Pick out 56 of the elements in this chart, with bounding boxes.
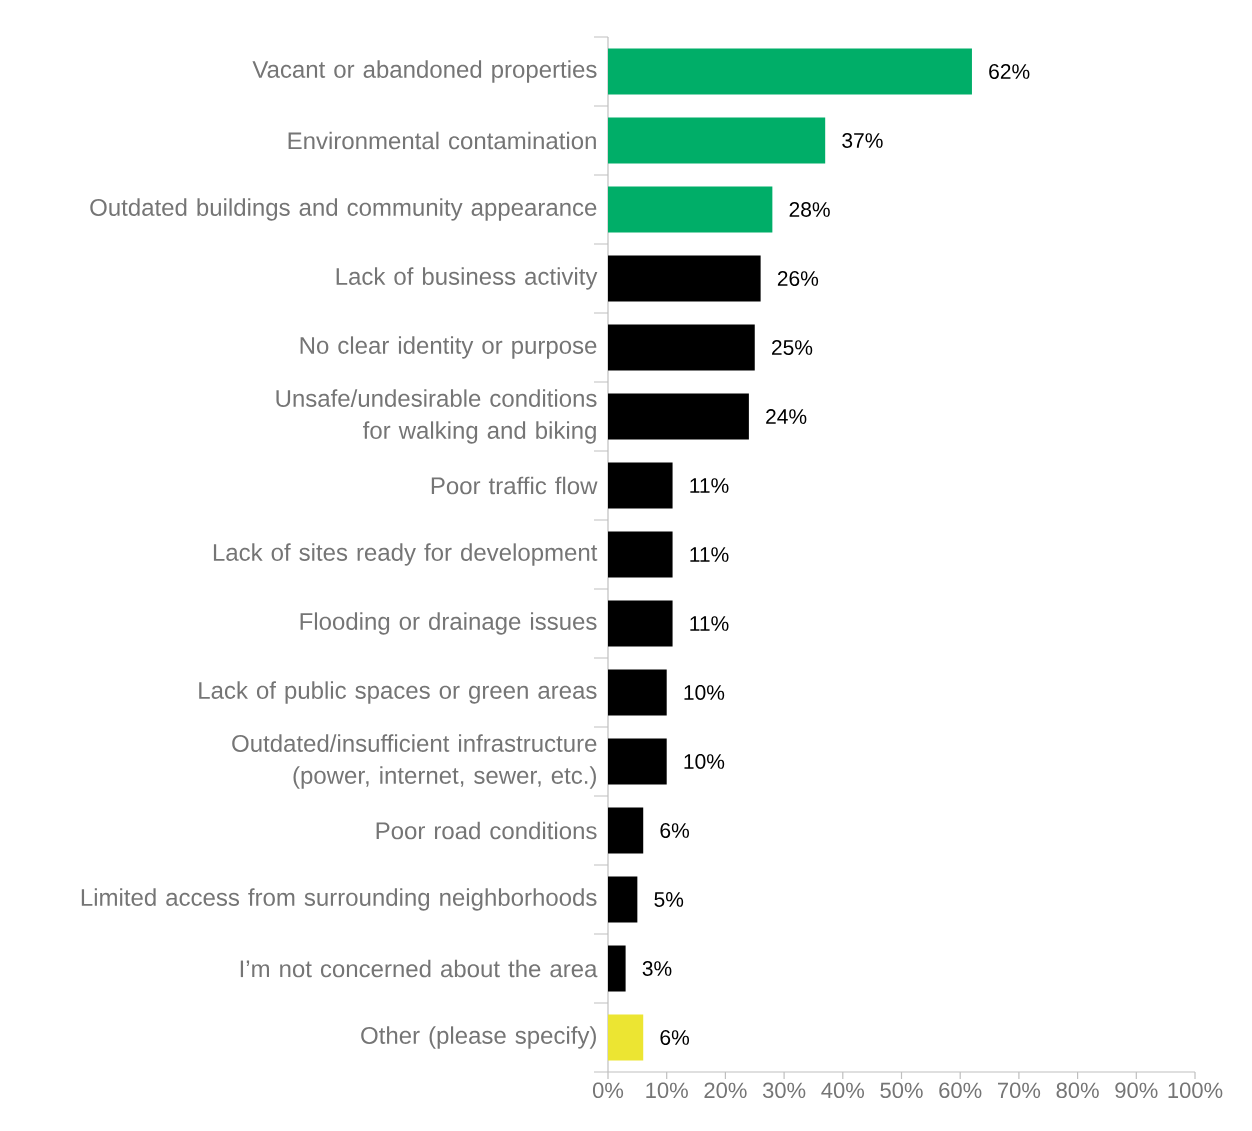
data-label: 11%	[690, 547, 729, 562]
data-label: 24%	[766, 409, 807, 424]
data-label: 10%	[684, 754, 725, 769]
bar	[608, 393, 749, 440]
bar	[608, 600, 673, 647]
bar	[608, 186, 773, 233]
y-tick-label: Limited access from surrounding neighborhoods	[81, 888, 597, 911]
bar	[608, 462, 673, 509]
y-tick-label: Outdated/insufficient infrastructure (power, internet, sewer, etc.)	[232, 734, 597, 789]
x-tick-label: 10%	[646, 1082, 688, 1099]
x-tick-label: 60%	[939, 1082, 982, 1099]
bar	[608, 669, 667, 716]
bar	[608, 48, 972, 95]
y-tick-label: No clear identity or purpose	[300, 336, 597, 359]
y-tick-label: Poor road conditions	[376, 821, 597, 840]
bar	[608, 876, 638, 923]
y-tick-label: Other (please specify)	[361, 1026, 596, 1049]
data-label: 25%	[772, 340, 813, 355]
data-label: 5%	[654, 892, 684, 907]
x-tick-label: 20%	[704, 1082, 747, 1099]
bar	[608, 945, 626, 992]
data-label: 11%	[690, 478, 729, 493]
bar	[608, 117, 826, 164]
y-tick-label: Environmental contamination	[288, 131, 596, 150]
bar	[608, 324, 755, 371]
bar	[608, 255, 761, 302]
data-label: 10%	[684, 685, 725, 700]
data-label: 26%	[777, 271, 819, 286]
y-tick-label: Poor traffic flow	[431, 476, 598, 495]
x-tick-label: 0%	[592, 1082, 624, 1099]
x-tick-label: 40%	[821, 1082, 865, 1099]
y-tick-label: Lack of sites ready for development	[213, 543, 598, 566]
y-tick-label: I’m not concerned about the area	[240, 959, 598, 978]
y-tick-label: Lack of business activity	[336, 267, 598, 290]
x-tick-label: 70%	[998, 1082, 1041, 1099]
data-label: 28%	[789, 202, 830, 217]
y-tick-label: Outdated buildings and community appearance	[90, 198, 597, 221]
data-label: 62%	[989, 64, 1030, 79]
data-label: 6%	[660, 823, 690, 838]
y-tick-label: Lack of public spaces or green areas	[199, 681, 597, 704]
x-tick-label: 80%	[1056, 1082, 1099, 1099]
data-label: 6%	[660, 1030, 690, 1045]
data-label: 3%	[642, 961, 672, 976]
bar	[608, 807, 644, 854]
bar	[608, 1014, 644, 1061]
y-tick-label: Vacant or abandoned properties	[252, 60, 597, 83]
y-tick-label: Unsafe/undesirable conditions for walking and biking	[276, 389, 597, 444]
x-tick-label: 50%	[880, 1082, 923, 1099]
x-tick-label: 90%	[1115, 1082, 1158, 1099]
y-tick-label: Flooding or drainage issues	[300, 612, 597, 635]
x-tick-label: 30%	[762, 1082, 806, 1099]
bar	[608, 531, 673, 578]
data-label: 37%	[842, 133, 883, 148]
data-label: 11%	[690, 616, 729, 631]
bar	[608, 738, 667, 785]
x-tick-label: 100%	[1168, 1082, 1223, 1099]
